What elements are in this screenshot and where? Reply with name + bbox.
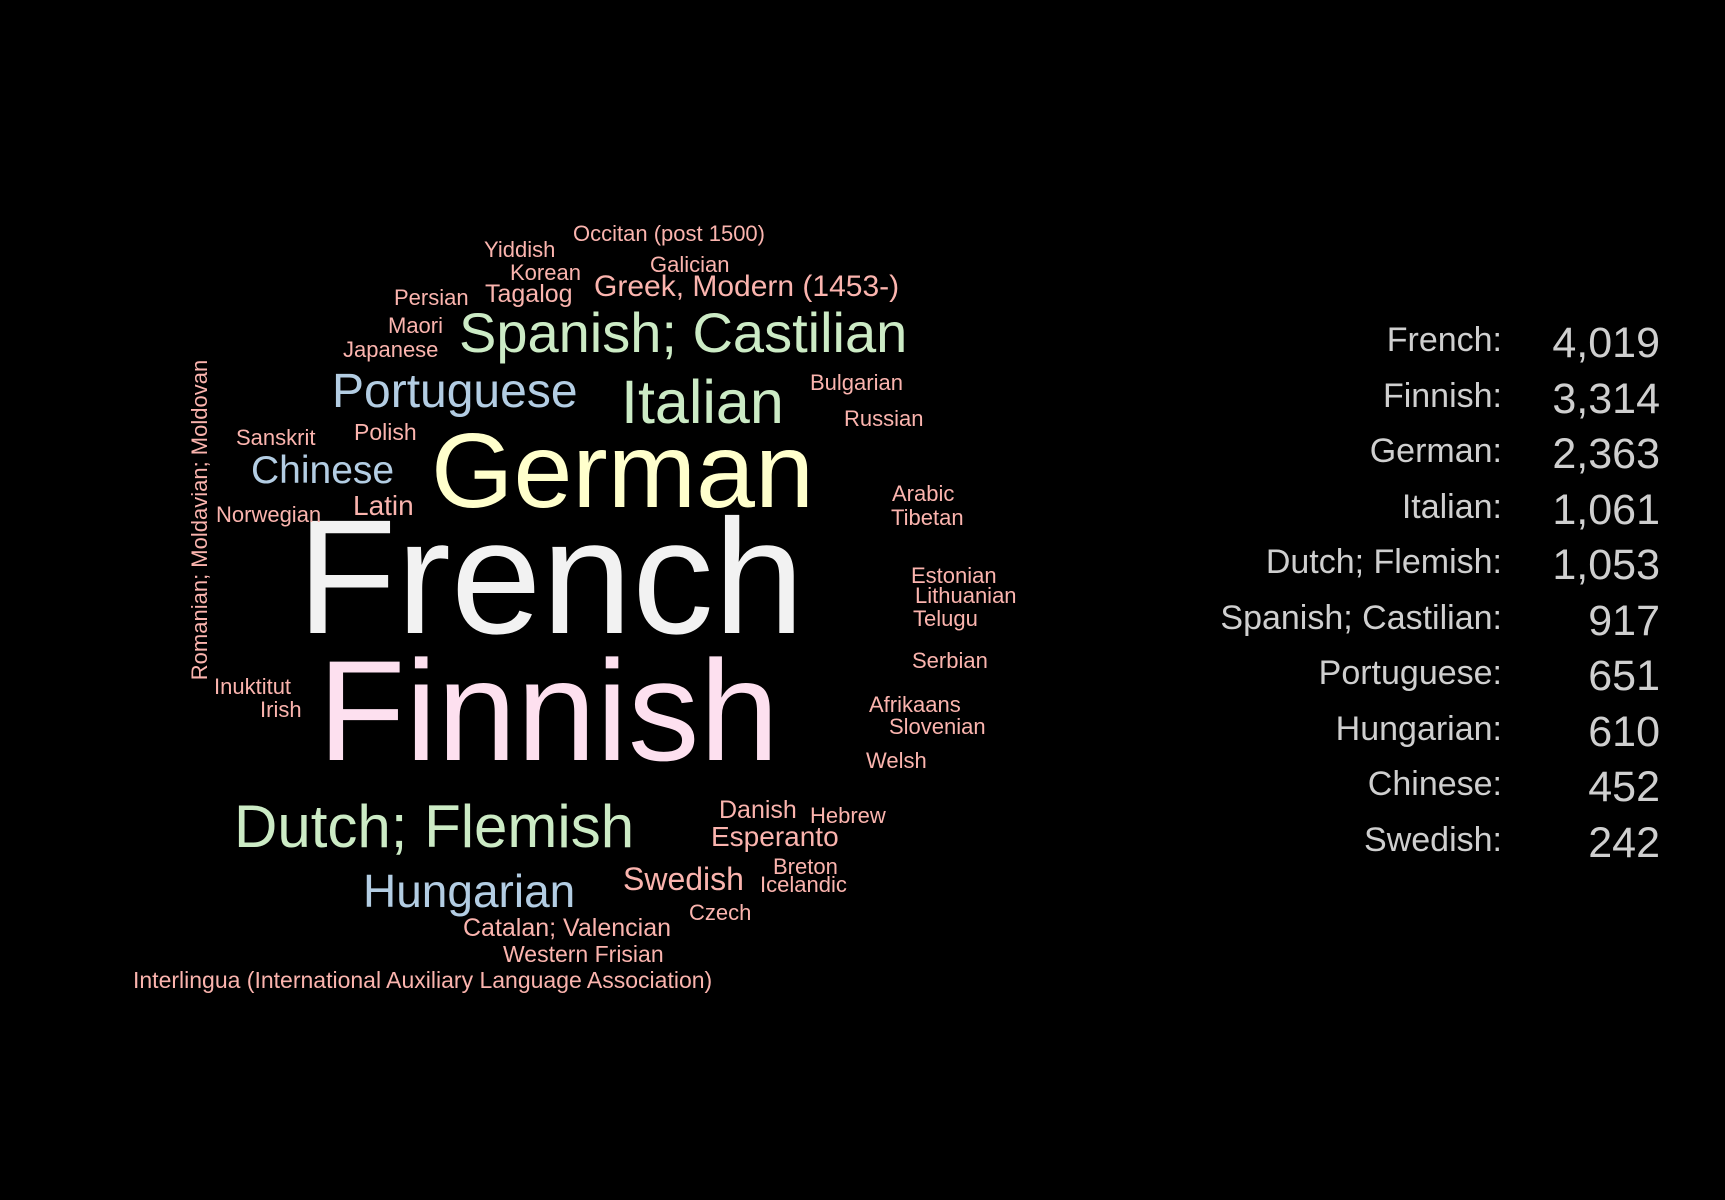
ranking-value: 651 xyxy=(1588,652,1660,700)
cloud-word: German xyxy=(431,412,814,530)
ranking-value: 917 xyxy=(1588,596,1660,645)
ranking-row: German: 2,363 xyxy=(1120,430,1660,487)
ranking-label: Hungarian: xyxy=(1335,709,1502,748)
cloud-word: Hebrew xyxy=(810,803,886,828)
cloud-word: Esperanto xyxy=(711,821,839,852)
ranking-label: Chinese: xyxy=(1367,765,1502,803)
ranking-label: German: xyxy=(1369,432,1502,470)
ranking-value: 4,019 xyxy=(1552,319,1660,367)
ranking-label: French: xyxy=(1386,321,1502,359)
cloud-word: Slovenian xyxy=(889,714,986,739)
top-languages-list: French: 4,019 Finnish: 3,314 German: 2,363 Ita… xyxy=(1120,319,1660,876)
cloud-word: Italian xyxy=(621,368,784,436)
cloud-word: Lithuanian xyxy=(915,583,1017,608)
ranking-value: 1,053 xyxy=(1552,541,1660,589)
ranking-label: Portuguese: xyxy=(1318,654,1502,692)
cloud-word: Chinese xyxy=(251,449,395,492)
ranking-row: Portuguese: 651 xyxy=(1120,652,1660,709)
cloud-word: Interlingua (International Auxiliary Lan… xyxy=(133,967,713,993)
cloud-word: Catalan; Valencian xyxy=(463,914,672,942)
cloud-word: Spanish; Castilian xyxy=(459,301,908,364)
cloud-word: Serbian xyxy=(912,648,988,673)
cloud-word: Japanese xyxy=(343,337,439,362)
ranking-row: Finnish: 3,314 xyxy=(1120,374,1660,432)
cloud-word: Russian xyxy=(844,406,924,431)
cloud-word: Persian xyxy=(394,285,469,310)
ranking-value: 452 xyxy=(1588,763,1660,811)
cloud-word: Welsh xyxy=(866,748,927,773)
ranking-label: Italian: xyxy=(1401,487,1502,526)
ranking-value: 3,314 xyxy=(1552,374,1660,423)
cloud-word: Yiddish xyxy=(484,237,556,262)
cloud-word: Icelandic xyxy=(760,872,847,897)
cloud-word: Danish xyxy=(719,796,797,824)
ranking-label: Dutch; Flemish: xyxy=(1265,543,1502,581)
cloud-word: Hungarian xyxy=(363,865,576,917)
cloud-word: Galician xyxy=(650,252,730,277)
ranking-value: 1,061 xyxy=(1552,485,1660,534)
ranking-row: French: 4,019 xyxy=(1120,319,1660,376)
cloud-word: Dutch; Flemish xyxy=(234,793,635,860)
cloud-word: Norwegian xyxy=(216,502,322,527)
cloud-word: Afrikaans xyxy=(869,692,961,717)
cloud-word: Finnish xyxy=(318,632,779,791)
ranking-row: Chinese: 452 xyxy=(1120,763,1660,820)
ranking-label: Swedish: xyxy=(1364,820,1502,859)
ranking-label: Spanish; Castilian: xyxy=(1220,598,1502,637)
cloud-word: Irish xyxy=(260,697,302,722)
cloud-word: Romanian; Moldavian; Moldovan xyxy=(187,359,212,681)
cloud-word: Korean xyxy=(510,260,581,285)
cloud-word: Western Frisian xyxy=(503,941,664,967)
cloud-word: Polish xyxy=(354,419,417,445)
ranking-row: Hungarian: 610 xyxy=(1120,707,1660,765)
ranking-label: Finnish: xyxy=(1382,376,1502,415)
cloud-word: Telugu xyxy=(913,606,978,631)
ranking-value: 242 xyxy=(1588,818,1660,867)
cloud-word: Swedish xyxy=(623,861,744,897)
cloud-word: Maori xyxy=(388,313,444,338)
ranking-row: Spanish; Castilian: 917 xyxy=(1120,596,1660,654)
cloud-word: Breton xyxy=(773,854,838,879)
cloud-word: Tibetan xyxy=(891,505,964,530)
cloud-word: Sanskrit xyxy=(236,425,316,450)
cloud-word: Portuguese xyxy=(332,365,578,418)
cloud-word: Czech xyxy=(689,900,752,925)
cloud-word: Estonian xyxy=(911,563,997,588)
cloud-word: Bulgarian xyxy=(810,370,903,395)
cloud-word: Latin xyxy=(353,490,414,521)
cloud-word: Tagalog xyxy=(485,280,573,308)
ranking-row: Dutch; Flemish: 1,053 xyxy=(1120,541,1660,598)
cloud-word: Occitan (post 1500) xyxy=(573,221,765,246)
cloud-word: Inuktitut xyxy=(214,674,292,699)
cloud-word: French xyxy=(297,485,805,668)
ranking-value: 610 xyxy=(1588,707,1660,756)
ranking-value: 2,363 xyxy=(1552,430,1660,478)
cloud-word: Arabic xyxy=(892,481,955,506)
cloud-word: Greek, Modern (1453-) xyxy=(594,270,900,303)
ranking-row: Swedish: 242 xyxy=(1120,818,1660,876)
ranking-row: Italian: 1,061 xyxy=(1120,485,1660,543)
